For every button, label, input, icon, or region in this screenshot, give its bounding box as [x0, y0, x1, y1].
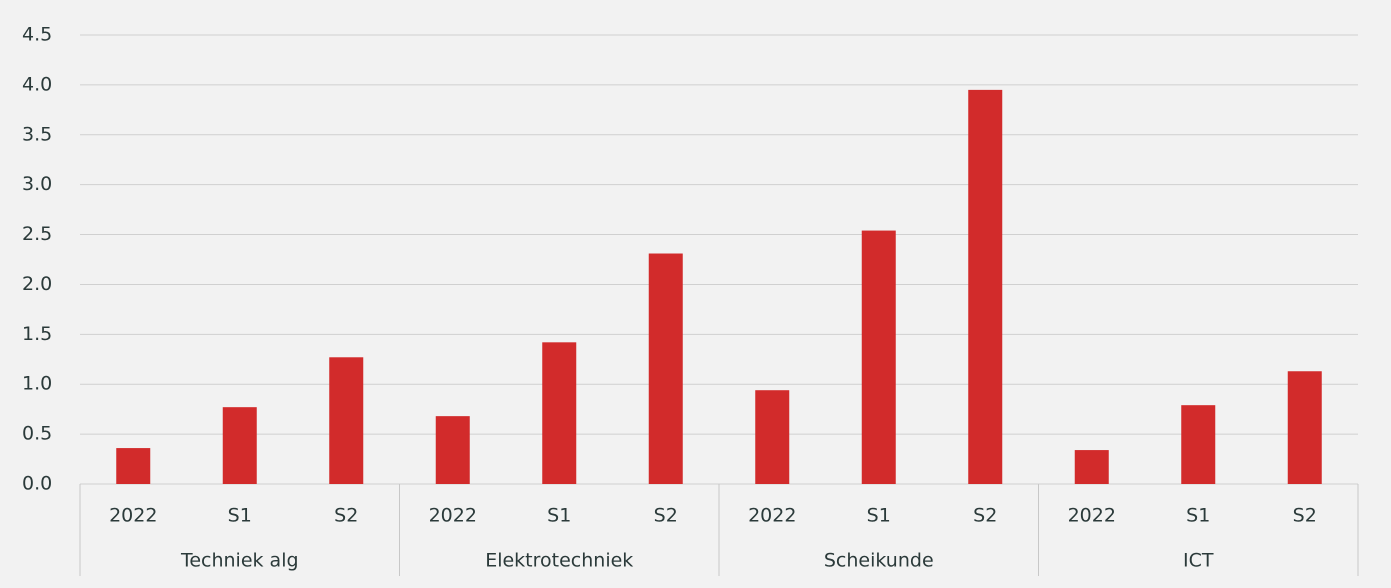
bar — [861, 230, 896, 484]
bar — [755, 390, 790, 484]
bar — [329, 357, 364, 484]
y-tick-label: 3.5 — [22, 123, 52, 145]
y-tick-label: 0.0 — [22, 473, 52, 495]
bar — [1181, 405, 1216, 484]
bar — [222, 407, 257, 484]
group-label: ICT — [1183, 550, 1214, 572]
bar — [542, 342, 577, 484]
bar — [968, 89, 1003, 484]
bar — [1074, 450, 1109, 484]
bar — [116, 448, 151, 484]
y-tick-label: 2.5 — [22, 223, 52, 245]
bar — [435, 416, 470, 484]
y-tick-label: 3.0 — [22, 173, 52, 195]
x-tick-label: 2022 — [109, 505, 157, 527]
x-tick-label: 2022 — [429, 505, 477, 527]
x-tick-label: S1 — [228, 505, 252, 527]
group-label: Elektrotechniek — [485, 550, 633, 572]
y-tick-label: 4.5 — [22, 24, 52, 46]
x-tick-label: S1 — [867, 505, 891, 527]
x-tick-label: S1 — [547, 505, 571, 527]
x-tick-label: S1 — [1186, 505, 1210, 527]
group-label: Techniek alg — [180, 550, 299, 572]
x-tick-label: S2 — [654, 505, 678, 527]
bar — [648, 253, 683, 484]
x-tick-label: S2 — [334, 505, 358, 527]
x-tick-label: S2 — [973, 505, 997, 527]
x-tick-label: 2022 — [748, 505, 796, 527]
y-tick-label: 0.5 — [22, 423, 52, 445]
x-tick-label: S2 — [1293, 505, 1317, 527]
y-tick-label: 1.5 — [22, 323, 52, 345]
x-tick-label: 2022 — [1068, 505, 1116, 527]
group-label: Scheikunde — [824, 550, 934, 572]
y-tick-label: 1.0 — [22, 373, 52, 395]
y-tick-label: 4.0 — [22, 73, 52, 95]
bar — [1287, 371, 1322, 484]
y-tick-label: 2.0 — [22, 273, 52, 295]
